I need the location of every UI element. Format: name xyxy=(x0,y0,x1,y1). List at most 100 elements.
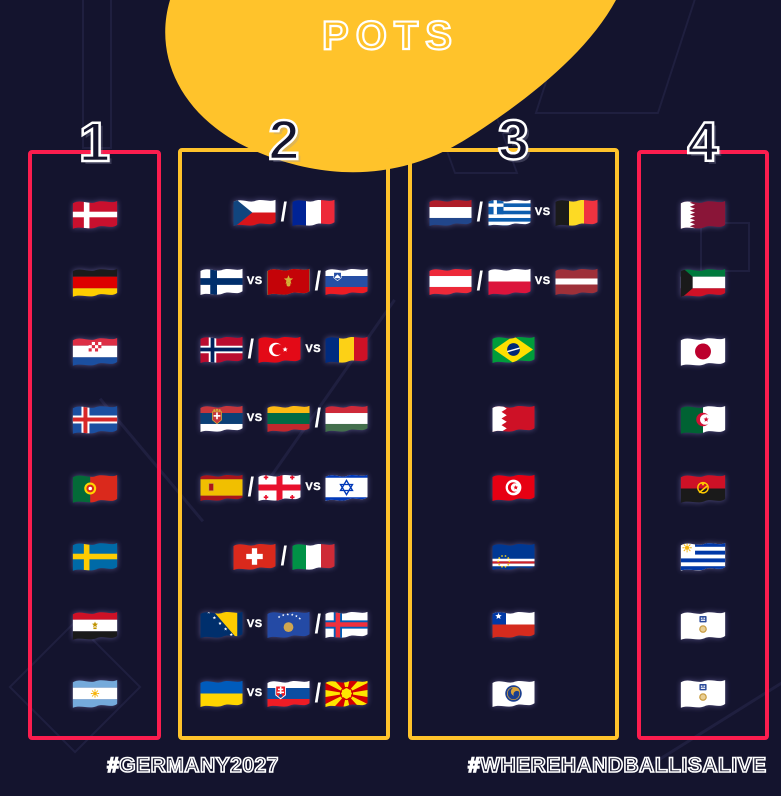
flag-angola-icon xyxy=(679,471,727,506)
pot-3-row-7 xyxy=(412,591,615,660)
pot-3-row-2: / VS xyxy=(412,247,615,316)
pot-4-row-8 xyxy=(641,660,765,729)
pot-3-row-3 xyxy=(412,316,615,385)
pot-2: 2 / VS / / VS VS / / VS / VS / VS / xyxy=(178,110,390,740)
pot-2-rows: / VS / / VS VS / / VS / VS / VS / xyxy=(182,152,386,736)
flag-cape-verde-icon xyxy=(491,540,536,573)
flag-austria-icon xyxy=(428,265,473,298)
flag-kuwait-icon xyxy=(679,265,727,300)
page-title: POTS xyxy=(321,13,459,59)
pot-1-row-8 xyxy=(32,660,157,729)
flag-brazil-icon xyxy=(491,333,536,366)
flag-chile-icon xyxy=(491,608,536,641)
flag-greece-icon xyxy=(487,196,532,229)
flag-norway-icon xyxy=(199,333,244,366)
pot-1: 1 xyxy=(28,112,161,740)
pot-2-row-8: VS / xyxy=(182,659,386,728)
pot-4-number: 4 xyxy=(686,110,720,173)
pot-4-row-1 xyxy=(641,180,765,249)
flag-finland-icon xyxy=(199,265,244,298)
pot-3-number: 3 xyxy=(497,108,531,171)
pot-3-rows: / VS / VS xyxy=(412,152,615,736)
flag-japan-icon xyxy=(679,334,727,369)
separator-slash: / xyxy=(247,471,254,502)
flag-turkey-icon xyxy=(257,333,302,366)
flag-bosnia-herzegovina-icon xyxy=(199,608,244,641)
flag-tunisia-icon xyxy=(491,471,536,504)
separator-vs: VS xyxy=(534,205,551,218)
flag-iceland-icon xyxy=(71,402,119,437)
flag-denmark-icon xyxy=(71,197,119,232)
flag-israel-icon xyxy=(324,471,369,504)
pot-4-row-4 xyxy=(641,386,765,455)
pot-4-rows xyxy=(641,154,765,736)
flag-slovakia-icon xyxy=(266,677,311,710)
flag-switzerland-icon xyxy=(232,540,277,573)
flag-north-macedonia-icon xyxy=(324,677,369,710)
pot-2-number: 2 xyxy=(267,108,301,171)
pot-1-row-2 xyxy=(32,249,157,318)
pot-1-row-6 xyxy=(32,523,157,592)
pot-1-number: 1 xyxy=(78,110,112,173)
flag-czechia-icon xyxy=(232,196,277,229)
hashtag-wherehandballisalive: #WHEREHANDBALLISALIVE xyxy=(467,753,767,778)
pot-2-row-5: / VS xyxy=(182,453,386,522)
pot-2-row-6: / xyxy=(182,522,386,591)
separator-vs: VS xyxy=(305,480,322,493)
pot-1-row-7 xyxy=(32,591,157,660)
pot-4-row-7 xyxy=(641,591,765,660)
separator-vs: VS xyxy=(246,618,263,631)
separator-slash: / xyxy=(280,540,288,571)
flag-belgium-icon xyxy=(554,196,599,229)
separator-vs: VS xyxy=(246,412,263,425)
separator-slash: / xyxy=(247,334,254,365)
flag-croatia-icon xyxy=(71,334,119,369)
pot-1-rows xyxy=(32,154,157,736)
pot-4: 4 xyxy=(637,112,769,740)
pot-4-row-3 xyxy=(641,317,765,386)
flag-argentina-icon xyxy=(71,676,119,711)
pot-2-row-4: VS / xyxy=(182,384,386,453)
footer-hashtags: #GERMANY2027 #WHEREHANDBALLISALIVE xyxy=(0,753,781,794)
pot-2-row-1: / xyxy=(182,178,386,247)
pot-3-row-5 xyxy=(412,453,615,522)
flag-latvia-icon xyxy=(554,265,599,298)
separator-slash: / xyxy=(314,609,321,640)
separator-vs: VS xyxy=(246,274,263,287)
flag-bahrain-icon xyxy=(491,402,536,435)
flag-netherlands-icon xyxy=(428,196,473,229)
flag-germany-icon xyxy=(71,265,119,300)
flag-georgia-icon xyxy=(257,471,302,504)
flag-asia-qualifier-icon xyxy=(679,676,727,711)
flag-ukraine-icon xyxy=(199,677,244,710)
flag-montenegro-icon xyxy=(266,265,311,298)
separator-slash: / xyxy=(314,403,321,434)
flag-lithuania-icon xyxy=(266,402,311,435)
pot-3-row-8 xyxy=(412,659,615,728)
pot-4-row-5 xyxy=(641,454,765,523)
pot-2-row-7: VS / xyxy=(182,591,386,660)
pot-1-row-3 xyxy=(32,317,157,386)
pot-3-row-4 xyxy=(412,384,615,453)
separator-slash: / xyxy=(476,265,484,296)
pot-2-row-2: VS / xyxy=(182,247,386,316)
flag-kosovo-icon xyxy=(266,608,311,641)
flag-slovenia-icon xyxy=(324,265,369,298)
separator-vs: VS xyxy=(305,343,322,356)
flag-algeria-icon xyxy=(679,402,727,437)
flag-portugal-icon xyxy=(71,471,119,506)
flag-egypt-icon xyxy=(71,608,119,643)
flag-sweden-icon xyxy=(71,539,119,574)
pot-4-row-2 xyxy=(641,249,765,318)
flag-italy-icon xyxy=(291,540,336,573)
flag-hungary-icon xyxy=(324,402,369,435)
pot-2-row-3: / VS xyxy=(182,316,386,385)
pot-1-row-4 xyxy=(32,386,157,455)
pot-3-row-6 xyxy=(412,522,615,591)
flag-serbia-icon xyxy=(199,402,244,435)
hashtag-germany2027: #GERMANY2027 xyxy=(106,753,279,778)
flag-americas-qualifier-icon xyxy=(491,677,536,710)
separator-slash: / xyxy=(314,678,321,709)
